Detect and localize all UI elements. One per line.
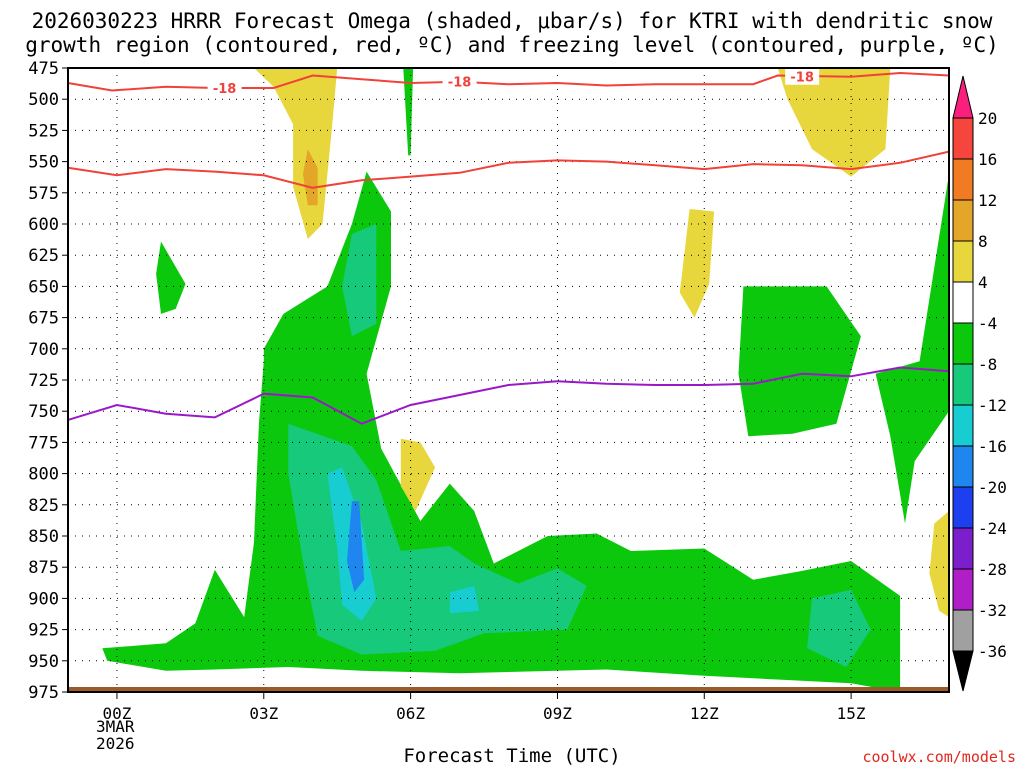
colorbar-label-9: -20 — [978, 478, 1007, 497]
top-ascent-thin — [403, 68, 414, 156]
omega-small-core — [449, 585, 480, 614]
colorbar-swatch-12 — [952, 609, 974, 652]
mid-ascent-right — [738, 286, 861, 437]
y-tick-label-600: 600 — [28, 215, 59, 235]
contour-label-0: -18 — [213, 82, 237, 97]
y-tick-label-900: 900 — [28, 589, 59, 609]
subsidence-core-0330z — [302, 149, 318, 206]
date-year: 2026 — [96, 734, 135, 753]
colorbar-label-6: -8 — [978, 355, 997, 374]
subsidence-small-0630z — [400, 438, 436, 511]
contour-label-1: -18 — [448, 76, 472, 91]
colorbar-swatch-7 — [952, 404, 974, 447]
x-tick-label-06Z: 06Z — [396, 704, 425, 723]
x-tick-label-00Z: 00Z — [102, 704, 131, 723]
freezing-level — [67, 366, 950, 425]
y-tick-label-675: 675 — [28, 309, 59, 329]
chart-title-line1: 2026030223 HRRR Forecast Omega (shaded, … — [31, 9, 993, 33]
colorbar-swatch-8 — [952, 445, 974, 488]
y-tick-label-550: 550 — [28, 153, 59, 173]
x-tick-label-03Z: 03Z — [249, 704, 278, 723]
contour-label-2: -18 — [790, 71, 814, 86]
colorbar-label-2: 12 — [978, 191, 997, 210]
colorbar-label-4: 4 — [978, 273, 988, 292]
right-omega-core — [807, 589, 871, 667]
colorbar-swatch-1 — [952, 158, 974, 201]
contour-label-bg-2 — [785, 68, 820, 85]
subsidence-1500z — [777, 68, 891, 177]
colorbar-swatch-10 — [952, 527, 974, 570]
small-ascent-upper — [156, 241, 186, 314]
subsidence-right-edge — [929, 511, 949, 618]
y-tick-label-975: 975 — [28, 683, 59, 703]
y-tick-label-575: 575 — [28, 184, 59, 204]
colorbar-swatch-9 — [952, 486, 974, 529]
colorbar-label-11: -28 — [978, 560, 1007, 579]
subsidence-0330z — [254, 68, 338, 239]
x-tick-label-12Z: 12Z — [690, 704, 719, 723]
strongest-omega — [347, 501, 365, 593]
colorbar-label-5: -4 — [978, 314, 997, 333]
colorbar-swatch-6 — [952, 363, 974, 406]
main-ascent-area — [102, 171, 901, 693]
y-tick-label-750: 750 — [28, 402, 59, 422]
y-tick-label-875: 875 — [28, 558, 59, 578]
colorbar-label-12: -32 — [978, 601, 1007, 620]
colorbar-cap-top — [952, 75, 974, 119]
dgz-lower — [67, 150, 950, 189]
colorbar-label-13: -36 — [978, 642, 1007, 661]
colorbar-label-3: 8 — [978, 232, 988, 251]
x-tick-label-15Z: 15Z — [837, 704, 866, 723]
colorbar-swatch-0 — [952, 117, 974, 160]
colorbar-cap-bottom — [952, 650, 974, 692]
y-tick-label-475: 475 — [28, 59, 59, 79]
y-tick-label-775: 775 — [28, 433, 59, 453]
y-tick-label-725: 725 — [28, 371, 59, 391]
colorbar-label-1: 16 — [978, 150, 997, 169]
x-tick-label-09Z: 09Z — [543, 704, 572, 723]
upper-omega-core — [342, 224, 377, 337]
y-tick-label-800: 800 — [28, 465, 59, 485]
y-tick-label-700: 700 — [28, 340, 59, 360]
chart-title-line2: growth region (contoured, red, ºC) and f… — [25, 33, 999, 57]
subsidence-1230z — [679, 209, 715, 318]
colorbar-label-8: -16 — [978, 437, 1007, 456]
surface-ground — [68, 687, 949, 692]
y-tick-label-625: 625 — [28, 246, 59, 266]
colorbar-swatch-5 — [952, 322, 974, 365]
contour-label-bg-1 — [442, 73, 477, 90]
colorbar-swatch-11 — [952, 568, 974, 611]
y-tick-label-850: 850 — [28, 527, 59, 547]
colorbar-label-10: -24 — [978, 519, 1007, 538]
y-tick-label-950: 950 — [28, 652, 59, 672]
y-tick-label-825: 825 — [28, 496, 59, 516]
date-month: 3MAR — [96, 717, 135, 736]
y-tick-label-650: 650 — [28, 277, 59, 297]
y-tick-label-500: 500 — [28, 90, 59, 110]
colorbar-label-0: 20 — [978, 109, 997, 128]
colorbar-swatch-2 — [952, 199, 974, 242]
contour-label-bg-0 — [207, 79, 242, 96]
credit-link[interactable]: coolwx.com/models — [862, 748, 1016, 766]
date-label: 3MAR 2026 — [96, 718, 135, 752]
colorbar-swatch-4 — [952, 281, 974, 324]
y-tick-label-525: 525 — [28, 121, 59, 141]
colorbar-swatch-3 — [952, 240, 974, 283]
colorbar-label-7: -12 — [978, 396, 1007, 415]
y-tick-label-925: 925 — [28, 621, 59, 641]
x-axis-label: Forecast Time (UTC) — [403, 745, 621, 767]
edge-ascent-right — [875, 174, 949, 524]
